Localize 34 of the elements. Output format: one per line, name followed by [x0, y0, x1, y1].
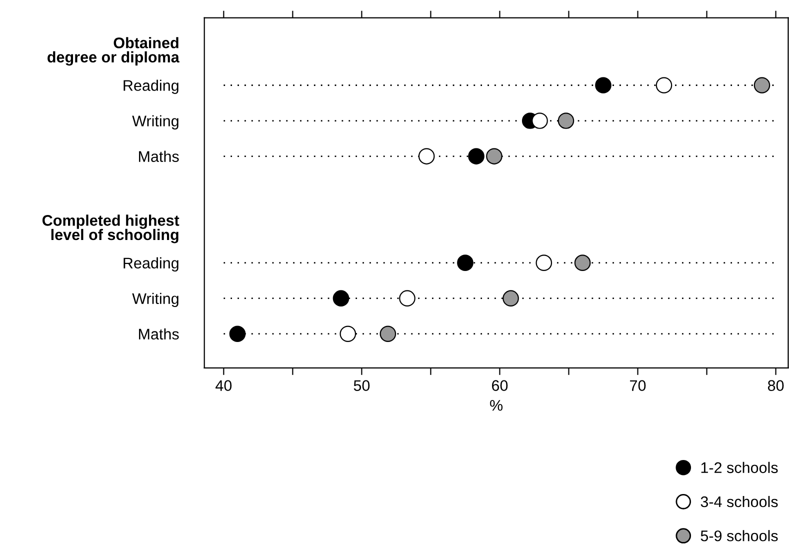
point [332, 290, 350, 307]
x-axis-title: % [490, 400, 503, 411]
y-tick-label: Obtained degree or diploma [48, 37, 180, 66]
point [486, 148, 502, 164]
point [399, 290, 416, 307]
point [468, 148, 484, 164]
point [595, 77, 612, 94]
legend-label: 3-4 schools [700, 496, 778, 508]
legend-label: 5-9 schools [700, 530, 778, 542]
y-tick-label: Maths [139, 328, 179, 340]
y-tick-label: Reading [124, 80, 178, 94]
point [754, 77, 770, 94]
x-tick-label: 60 [492, 380, 508, 391]
y-tick-label: Maths [139, 150, 179, 162]
x-tick-label: 40 [216, 380, 232, 391]
point [229, 326, 246, 342]
x-tick-label: 80 [768, 380, 784, 391]
y-tick-label: Writing [132, 292, 178, 308]
point [340, 326, 356, 342]
y-tick-label: Completed highest level of schooling [42, 214, 180, 244]
point [457, 254, 474, 271]
y-tick-label: Writing [132, 115, 178, 130]
y-tick-label: Reading [124, 257, 178, 272]
point [380, 326, 396, 342]
point [536, 254, 552, 271]
point [502, 290, 519, 307]
legend-label: 1-2 schools [701, 462, 778, 474]
point [418, 148, 435, 164]
point [558, 112, 574, 129]
point [656, 77, 672, 94]
point [574, 254, 591, 271]
x-tick-label: 50 [354, 380, 370, 391]
point [532, 112, 548, 129]
x-tick-label: 70 [630, 380, 646, 391]
